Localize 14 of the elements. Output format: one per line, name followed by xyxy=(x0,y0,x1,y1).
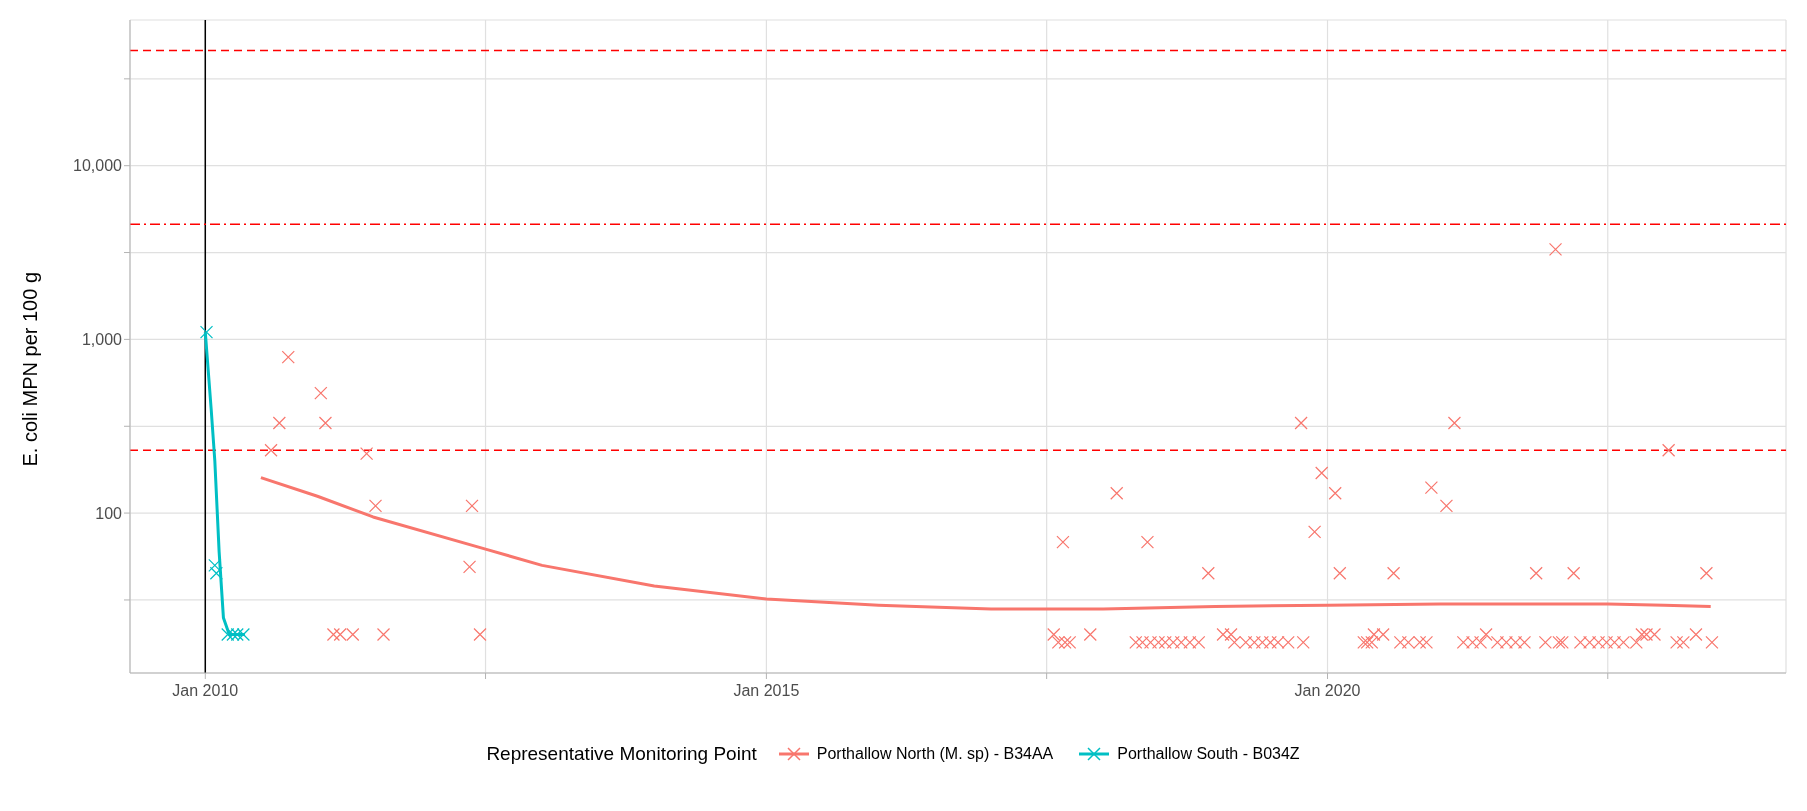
y-axis-title: E. coli MPN per 100 g xyxy=(19,271,42,467)
legend-label: Porthallow South - B034Z xyxy=(1117,745,1300,763)
x-tick-label: Jan 2020 xyxy=(1294,682,1361,700)
x-tick-label: Jan 2015 xyxy=(733,682,800,700)
point xyxy=(199,325,214,339)
y-tick-label: 1,000 xyxy=(81,331,123,349)
point xyxy=(208,558,222,572)
y-tick-label: 10,000 xyxy=(73,157,123,175)
x-tick-label: Jan 2010 xyxy=(172,682,239,700)
y-tick-label: 100 xyxy=(95,504,123,522)
line-series xyxy=(259,476,1713,611)
point xyxy=(209,566,223,580)
legend-label: Porthallow North (M. sp) - B34AA xyxy=(816,745,1054,763)
legend-title: Representative Monitoring Point xyxy=(486,743,757,765)
